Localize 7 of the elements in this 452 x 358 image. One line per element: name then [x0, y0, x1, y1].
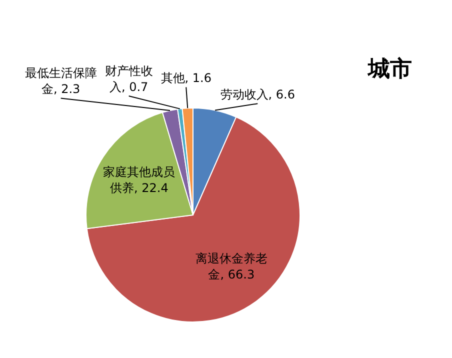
slice-label: 家庭其他成员供养, 22.4 [103, 164, 176, 195]
slice-label: 财产性收入, 0.7 [104, 64, 153, 94]
slice-label: 劳动收入, 6.6 [220, 88, 296, 102]
slice-label: 离退休金养老金, 66.3 [195, 251, 268, 282]
text: 城市 [367, 56, 412, 82]
slice-label: 其他, 1.6 [160, 71, 212, 86]
slice-label: 最低生活保障金, 2.3 [24, 66, 97, 96]
